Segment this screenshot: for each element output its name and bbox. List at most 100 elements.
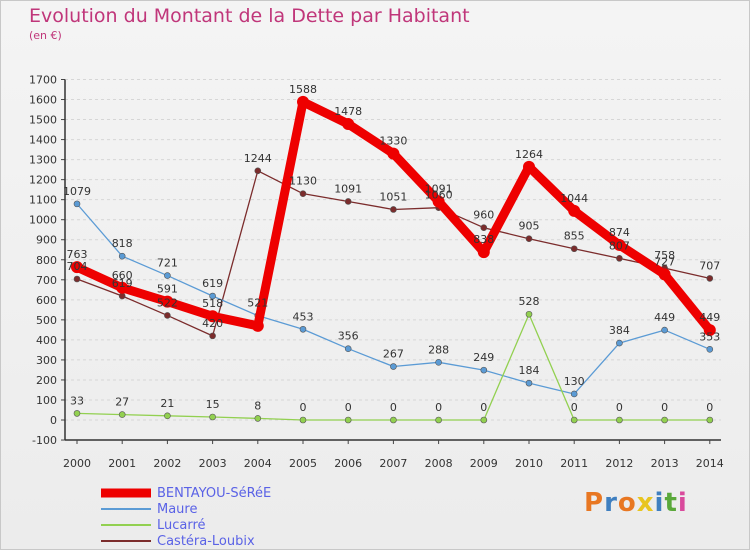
chart-title: Evolution du Montant de la Dette par Hab… [29,5,470,27]
data-point-bentayou [342,117,355,130]
data-label-bentayou: 874 [609,226,630,239]
y-tick-label: 200 [36,374,57,387]
legend-label-castera-loubix: Castéra-Loubix [157,533,255,549]
data-label-lucarre: 0 [706,401,713,414]
x-tick-label: 2014 [696,457,724,470]
x-tick-label: 2008 [425,457,453,470]
data-point-maure [209,292,216,300]
legend-swatch-castera-loubix [101,540,151,542]
data-label-castera-loubix: 1091 [334,182,362,195]
data-label-lucarre: 0 [616,401,623,414]
data-point-maure [661,326,668,334]
data-label-castera-loubix: 619 [112,277,133,290]
data-point-lucarre [73,410,81,417]
data-label-lucarre: 0 [390,401,397,414]
data-label-maure: 184 [519,364,540,377]
data-label-lucarre: 27 [115,396,129,409]
data-label-castera-loubix: 420 [202,317,223,330]
line-chart: -100010020030040050060070080090010001100… [29,73,724,470]
data-label-maure: 356 [338,330,359,343]
data-point-bentayou [116,281,129,294]
x-tick-label: 2010 [515,457,543,470]
data-label-castera-loubix: 704 [67,260,88,273]
data-label-lucarre: 0 [480,401,487,414]
legend-label-maure: Maure [157,501,198,517]
data-point-castera-loubix [299,190,307,197]
y-tick-label: 1300 [29,154,57,167]
data-point-castera-loubix [390,206,397,213]
data-point-bentayou [297,95,309,108]
data-point-maure [390,363,397,370]
y-tick-label: 1100 [29,194,57,207]
data-label-maure: 1079 [63,185,91,198]
y-tick-label: 1200 [29,174,57,187]
data-label-castera-loubix: 960 [473,209,494,222]
data-point-lucarre [209,413,216,421]
data-point-castera-loubix [570,245,578,253]
data-point-castera-loubix [480,224,488,232]
data-label-lucarre: 0 [571,401,578,414]
x-tick-label: 2007 [379,457,407,470]
data-label-maure: 288 [428,343,449,356]
data-label-bentayou: 1264 [515,148,543,161]
data-point-bentayou [161,295,174,308]
data-point-castera-loubix [254,167,262,175]
legend-label-bentayou: BENTAYOU-SéRéE [157,485,272,501]
data-label-maure: 249 [473,351,494,364]
logo-letter: t [664,488,678,518]
data-point-castera-loubix [118,292,126,300]
data-label-bentayou: 838 [473,233,494,246]
data-point-maure [299,325,307,333]
data-label-castera-loubix: 855 [564,230,585,243]
data-point-lucarre [390,416,397,424]
x-tick-label: 2001 [108,457,136,470]
data-point-maure [525,379,533,387]
data-label-maure: 818 [112,237,133,250]
data-label-bentayou: 1588 [289,83,317,96]
logo-letter: x [636,488,655,518]
data-point-bentayou [251,319,264,332]
data-label-maure: 721 [157,257,178,270]
x-tick-label: 2012 [605,457,633,470]
y-tick-label: 1400 [29,134,57,147]
data-label-maure: 619 [202,277,223,290]
data-label-lucarre: 0 [661,401,668,414]
data-label-bentayou: 1330 [379,135,407,148]
data-label-lucarre: 528 [519,295,540,308]
logo-letter: i [677,488,688,518]
legend-item-bentayou: BENTAYOU-SéRéE [101,485,271,501]
data-point-maure [164,272,171,279]
data-label-castera-loubix: 1060 [425,189,453,202]
data-point-maure [118,252,126,260]
x-tick-label: 2011 [560,457,588,470]
y-tick-label: 1700 [29,73,57,86]
data-point-maure [435,359,442,366]
y-tick-label: 1000 [29,214,57,227]
x-tick-label: 2000 [63,457,91,470]
data-point-castera-loubix [525,235,533,243]
x-tick-label: 2013 [651,457,679,470]
data-label-lucarre: 21 [160,397,174,410]
data-point-bentayou [613,238,626,251]
x-tick-label: 2006 [334,457,362,470]
data-point-bentayou [477,246,490,259]
x-tick-label: 2002 [153,457,181,470]
legend-label-lucarre: Lucarré [157,517,206,533]
data-point-bentayou [432,195,445,208]
data-label-bentayou: 1044 [560,192,588,205]
x-tick-label: 2005 [289,457,317,470]
legend-item-castera-loubix: Castéra-Loubix [101,533,271,549]
y-tick-label: -100 [32,434,57,447]
data-label-castera-loubix: 522 [157,296,178,309]
data-point-lucarre [254,415,262,422]
data-label-bentayou: 1091 [425,182,453,195]
data-label-castera-loubix: 758 [654,249,675,262]
y-tick-label: 1500 [29,114,57,127]
y-tick-label: 300 [36,354,57,367]
data-label-maure: 267 [383,348,404,361]
logo-letter: i [654,488,665,518]
data-label-bentayou: 660 [112,269,133,282]
data-point-lucarre [480,416,488,424]
data-point-lucarre [661,416,668,424]
y-tick-label: 800 [36,254,57,267]
